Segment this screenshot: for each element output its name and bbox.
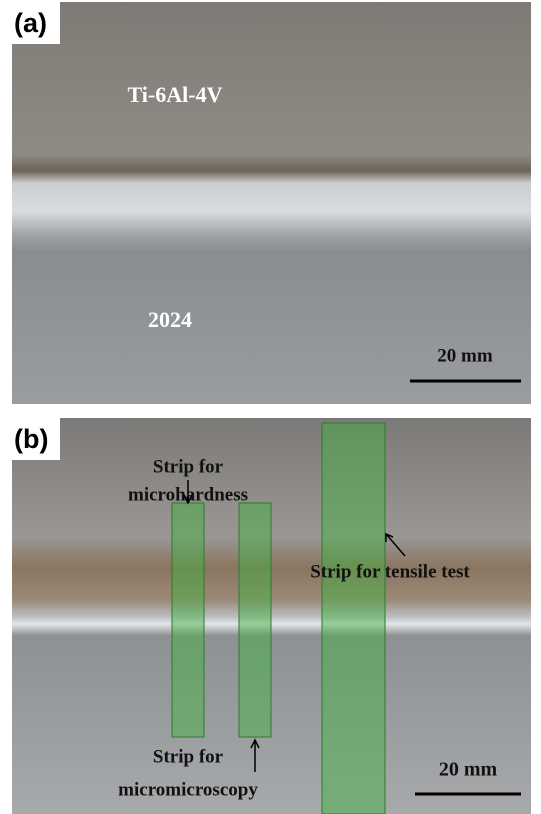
- panel-a: (a) Ti-6Al-4V 2024 20 mm: [12, 2, 531, 404]
- figure: (a) Ti-6Al-4V 2024 20 mm (b) Strip for m…: [0, 0, 541, 814]
- panel-b: (b) Strip for microhardness Strip for te…: [12, 418, 531, 814]
- material-label: 2024: [148, 307, 192, 332]
- annotation: micromicroscopy: [118, 779, 258, 800]
- material-label: Ti-6Al-4V: [128, 82, 223, 107]
- panel-label: (a): [14, 8, 47, 38]
- photo-a: [12, 2, 531, 404]
- annotation: Strip for: [153, 456, 224, 477]
- strip: [239, 503, 271, 737]
- strip: [172, 503, 204, 737]
- scale-label: 20 mm: [437, 345, 493, 366]
- annotation: Strip for: [153, 746, 224, 767]
- panel-label: (b): [14, 424, 48, 454]
- strip: [322, 423, 385, 814]
- annotation: Strip for tensile test: [310, 561, 470, 582]
- scale-label: 20 mm: [439, 759, 498, 781]
